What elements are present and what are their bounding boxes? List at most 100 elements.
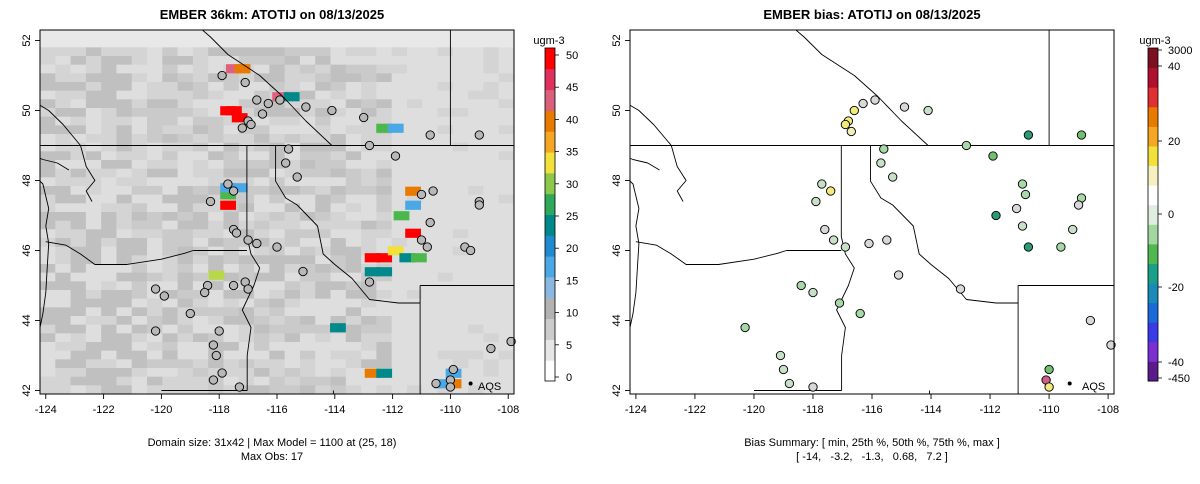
grid-cell [284, 177, 301, 187]
grid-cell [70, 238, 87, 248]
bias-point [834, 298, 845, 308]
right-colorbar-unit: ugm-3 [1139, 35, 1170, 47]
grid-cell [85, 246, 102, 256]
grid-cell [376, 290, 393, 300]
grid-cell [101, 134, 117, 144]
grid-cell [452, 30, 469, 40]
model-grid-heatmap [40, 30, 514, 394]
grid-cell [468, 186, 484, 196]
colorbar-swatch [545, 256, 555, 278]
grid-cell [254, 359, 270, 369]
grid-cell [468, 246, 484, 256]
bias-point [828, 235, 839, 245]
grid-cell [361, 298, 377, 308]
grid-cell [391, 56, 408, 66]
grid-cell [483, 116, 500, 126]
grid-cell [437, 203, 454, 213]
grid-cell [40, 90, 56, 100]
left-y-axis: 52 50 48 46 44 42 [21, 34, 40, 397]
grid-cell [406, 108, 423, 118]
station-marker [246, 119, 256, 130]
grid-cell [330, 246, 347, 256]
grid-cell [162, 203, 179, 213]
grid-cell [345, 324, 362, 334]
grid-cell [468, 47, 484, 57]
grid-cell [391, 99, 408, 109]
grid-cell [70, 298, 87, 308]
grid-cell [162, 82, 179, 92]
grid-cell [269, 212, 286, 222]
grid-cell [437, 168, 454, 178]
boundary-line [80, 145, 96, 202]
heatmap-hotspot-cell [376, 253, 393, 263]
grid-cell [55, 298, 71, 308]
x-tick-label: -116 [266, 404, 287, 416]
grid-cell [345, 316, 362, 326]
grid-cell [315, 73, 331, 83]
grid-cell [483, 177, 500, 187]
grid-cell [376, 316, 393, 326]
grid-cell [345, 142, 362, 152]
grid-cell [422, 316, 438, 326]
grid-cell [345, 168, 362, 178]
grid-cell [498, 134, 514, 144]
grid-cell [70, 73, 87, 83]
grid-cell [147, 99, 163, 109]
grid-cell [101, 212, 117, 222]
grid-cell [437, 64, 454, 74]
grid-cell [422, 307, 438, 317]
grid-cell [131, 30, 148, 40]
grid-cell [192, 134, 209, 144]
heatmap-hotspot-cell [376, 368, 393, 378]
grid-cell [315, 82, 331, 92]
grid-cell [85, 281, 102, 291]
grid-cell [376, 212, 393, 222]
heatmap-hotspot-cell [376, 123, 393, 133]
station-marker [234, 382, 245, 392]
grid-cell [147, 385, 163, 394]
grid-cell [40, 82, 56, 92]
grid-cell [147, 290, 163, 300]
grid-cell [269, 73, 286, 83]
grid-cell [101, 186, 117, 196]
grid-cell [468, 376, 484, 386]
grid-cell [391, 376, 408, 386]
grid-cell [422, 38, 438, 48]
grid-cell [192, 264, 209, 274]
grid-cell [147, 73, 163, 83]
grid-cell [101, 64, 117, 74]
colorbar-swatch [545, 297, 555, 320]
grid-cell [131, 47, 148, 57]
grid-cell [376, 90, 393, 100]
grid-cell [361, 359, 377, 369]
grid-cell [330, 385, 347, 394]
grid-cell [437, 47, 454, 57]
grid-cell [269, 220, 286, 230]
grid-cell [85, 307, 102, 317]
grid-cell [437, 30, 454, 40]
grid-cell [269, 333, 286, 343]
grid-cell [498, 307, 514, 317]
grid-cell [55, 212, 71, 222]
grid-cell [299, 316, 316, 326]
grid-cell [238, 38, 255, 48]
grid-cell [391, 194, 408, 204]
grid-cell [330, 255, 347, 265]
grid-cell [284, 281, 301, 291]
grid-cell [254, 64, 270, 74]
grid-cell [208, 73, 224, 83]
bias-point [882, 235, 892, 245]
grid-cell [299, 376, 316, 386]
x-tick-label: -114 [920, 404, 941, 416]
bias-point [855, 308, 865, 319]
grid-cell [131, 220, 148, 230]
grid-cell [55, 342, 71, 352]
grid-cell [177, 342, 194, 352]
grid-cell [162, 359, 179, 369]
grid-cell [269, 281, 286, 291]
grid-cell [284, 168, 301, 178]
grid-cell [162, 108, 179, 118]
grid-cell [162, 229, 179, 239]
grid-cell [177, 90, 194, 100]
grid-cell [55, 385, 71, 394]
